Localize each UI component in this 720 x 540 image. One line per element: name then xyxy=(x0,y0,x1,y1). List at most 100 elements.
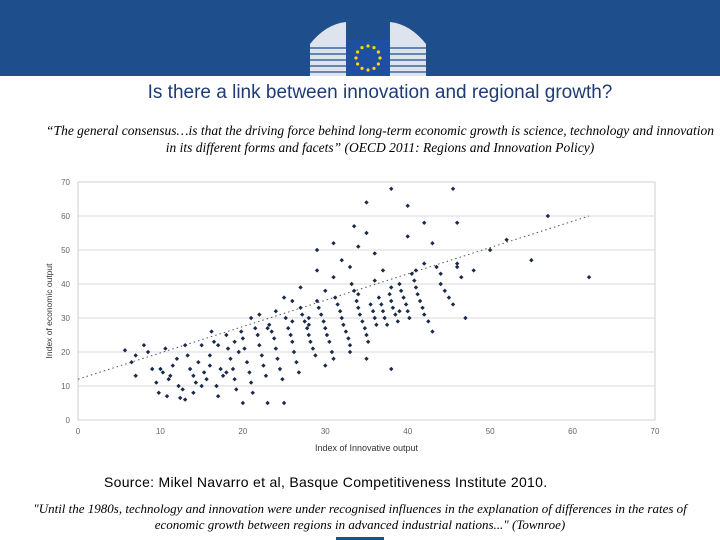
scatter-point xyxy=(389,298,394,304)
scatter-point xyxy=(154,380,159,385)
scatter-point xyxy=(356,292,361,297)
scatter-point xyxy=(323,326,328,331)
scatter-point xyxy=(310,346,316,351)
oecd-quote: “The general consensus…is that the drivi… xyxy=(46,123,714,155)
scatter-point xyxy=(331,275,336,280)
scatter-point xyxy=(313,353,318,358)
scatter-point xyxy=(218,366,223,372)
scatter-point xyxy=(384,322,390,327)
scatter-point xyxy=(290,319,295,324)
eu-star-icon xyxy=(356,50,360,54)
scatter-point xyxy=(365,339,371,344)
scatter-point xyxy=(250,390,255,395)
scatter-point xyxy=(316,305,321,310)
scatter-point xyxy=(302,319,307,324)
scatter-point xyxy=(347,349,353,355)
scatter-point xyxy=(401,295,406,300)
x-tick-label: 70 xyxy=(651,427,660,436)
scatter-point xyxy=(454,261,460,266)
scatter-point xyxy=(285,326,291,331)
scatter-point xyxy=(314,247,320,253)
scatter-point xyxy=(215,394,221,399)
scatter-point xyxy=(370,309,376,314)
y-tick-label: 60 xyxy=(61,212,70,221)
scatter-point xyxy=(242,346,247,351)
scatter-point xyxy=(191,390,196,395)
scatter-point xyxy=(335,302,340,307)
scatter-point xyxy=(269,329,274,334)
scatter-point xyxy=(170,363,175,368)
scatter-point xyxy=(239,329,244,334)
scatter-point xyxy=(225,346,231,351)
scatter-point xyxy=(351,288,357,293)
y-tick-label: 70 xyxy=(61,178,70,187)
scatter-point xyxy=(339,258,344,263)
scatter-point xyxy=(504,237,509,242)
scatter-point xyxy=(273,346,279,351)
scatter-point xyxy=(471,268,476,273)
eu-star-icon xyxy=(372,66,376,70)
scatter-point xyxy=(389,285,394,290)
scatter-point xyxy=(346,336,351,341)
scatter-point xyxy=(434,264,439,270)
scatter-point xyxy=(267,322,272,327)
scatter-point xyxy=(382,315,387,321)
y-tick-label: 20 xyxy=(61,348,70,357)
scatter-point xyxy=(275,356,280,361)
scatter-point xyxy=(341,322,346,327)
eu-star-icon xyxy=(354,56,358,60)
scatter-point xyxy=(215,343,221,348)
scatter-point xyxy=(232,377,237,382)
scatter-point xyxy=(413,285,419,290)
scatter-point xyxy=(586,275,592,280)
scatter-point xyxy=(387,292,392,297)
scatter-chart: 0 10 20 30 40 50 60 70 0 10 20 30 40 50 60 70 Index of I… xyxy=(44,178,660,453)
scatter-point xyxy=(450,302,456,307)
scatter-point xyxy=(459,275,464,280)
scatter-point xyxy=(389,186,394,191)
scatter-point xyxy=(281,295,287,300)
scatter-point xyxy=(398,288,404,293)
eu-star-icon xyxy=(372,46,376,50)
scatter-point xyxy=(133,353,138,358)
scatter-point xyxy=(442,288,448,293)
scatter-point xyxy=(390,305,396,310)
scatter-point xyxy=(248,380,254,385)
scatter-point xyxy=(232,339,237,344)
scatter-point xyxy=(168,373,173,378)
scatter-point xyxy=(364,356,369,361)
townroe-quote: "Until the 1980s, technology and innovat… xyxy=(33,501,687,532)
scatter-point xyxy=(372,278,377,283)
scatter-point xyxy=(191,373,196,378)
scatter-point xyxy=(324,332,330,338)
scatter-point xyxy=(211,339,217,344)
scatter-point xyxy=(187,366,193,372)
y-tick-label: 50 xyxy=(61,246,70,255)
scatter-point xyxy=(201,370,207,375)
scatter-point xyxy=(129,360,134,365)
scatter-point xyxy=(182,343,188,348)
scatter-point xyxy=(240,336,246,341)
scatter-point xyxy=(374,322,379,327)
scatter-point xyxy=(376,295,382,300)
scatter-point xyxy=(405,203,410,208)
scatter-point xyxy=(306,332,311,338)
eu-star-icon xyxy=(360,66,364,70)
scatter-point xyxy=(291,349,297,355)
scatter-point xyxy=(413,268,419,273)
scatter-point xyxy=(196,360,201,365)
scatter-point xyxy=(158,366,163,372)
eu-star-icon xyxy=(376,62,380,66)
scatter-point xyxy=(304,326,310,331)
scatter-point xyxy=(327,339,332,344)
x-tick-label: 60 xyxy=(568,427,577,436)
x-tick-label: 40 xyxy=(403,427,412,436)
header-bar xyxy=(0,0,720,76)
scatter-point xyxy=(193,380,199,385)
scatter-point xyxy=(331,241,336,246)
scatter-point xyxy=(420,305,425,310)
scatter-point xyxy=(331,356,336,361)
scatter-point xyxy=(368,302,373,307)
scatter-point xyxy=(156,390,161,395)
scatter-point xyxy=(364,200,369,205)
